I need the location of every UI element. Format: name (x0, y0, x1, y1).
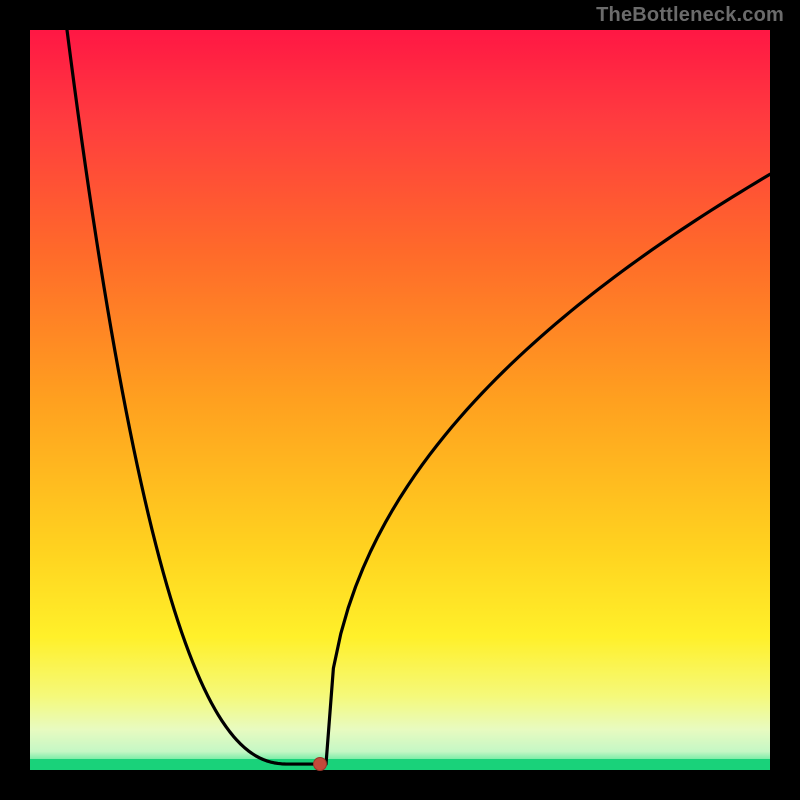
bottleneck-curve (30, 30, 770, 770)
watermark-text: TheBottleneck.com (596, 4, 784, 27)
curve-path (67, 30, 770, 764)
plot-area (30, 30, 770, 770)
optimal-point-marker (313, 757, 327, 771)
